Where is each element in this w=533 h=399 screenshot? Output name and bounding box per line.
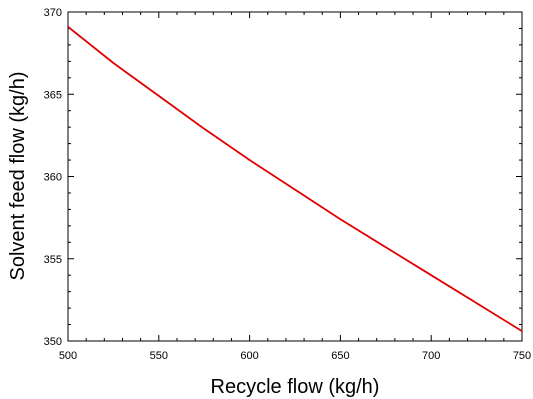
y-tick-label: 365 — [44, 89, 62, 101]
x-tick-label: 750 — [513, 350, 531, 362]
x-tick-label: 700 — [422, 350, 440, 362]
x-tick-label: 650 — [331, 350, 349, 362]
x-tick-label: 600 — [240, 350, 258, 362]
series-line — [67, 26, 523, 332]
y-tick-label: 370 — [44, 7, 62, 19]
plot-frame — [67, 11, 523, 342]
ticks — [67, 11, 523, 342]
y-axis-title: Solvent feed flow (kg/h) — [7, 72, 29, 281]
y-tick-label: 360 — [44, 172, 62, 184]
x-tick-labels: 500 550 600 650 700 750 — [59, 350, 531, 362]
y-tick-labels: 350 355 360 365 370 — [44, 7, 62, 348]
x-tick-label: 500 — [59, 350, 77, 362]
y-tick-label: 355 — [44, 254, 62, 266]
y-tick-label: 350 — [44, 336, 62, 348]
x-tick-label: 550 — [150, 350, 168, 362]
x-axis-title: Recycle flow (kg/h) — [211, 376, 380, 398]
